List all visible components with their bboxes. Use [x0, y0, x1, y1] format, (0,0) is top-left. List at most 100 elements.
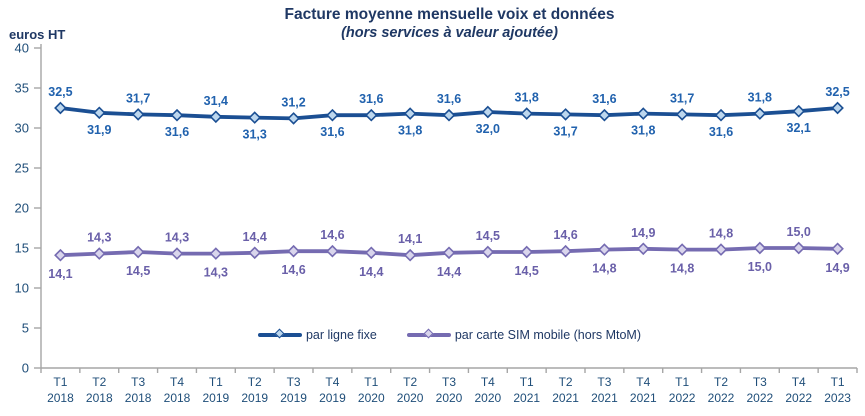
- x-tick-label-quarter: T4: [792, 375, 806, 389]
- fixed-line-value-label: 31,3: [243, 128, 267, 142]
- fixed-line-value-label: 32,1: [787, 121, 811, 135]
- x-tick-label-quarter: T1: [364, 375, 378, 389]
- x-tick-label-quarter: T1: [53, 375, 67, 389]
- fixed-line-marker: [209, 110, 223, 124]
- x-tick-label-quarter: T3: [597, 375, 611, 389]
- mobile-line-value-label: 14,4: [359, 265, 383, 279]
- y-tick-label: 5: [22, 321, 29, 336]
- x-tick-label-year: 2020: [358, 391, 385, 405]
- mobile-line-value-label: 14,9: [631, 226, 655, 240]
- fixed-line-marker: [598, 108, 611, 122]
- mobile-line-marker: [442, 246, 456, 260]
- fixed-line-marker: [753, 107, 767, 120]
- x-tick-label-quarter: T4: [170, 375, 184, 389]
- mobile-line-marker: [326, 244, 339, 258]
- x-tick-label-year: 2019: [241, 391, 268, 405]
- x-tick-label-year: 2022: [708, 391, 735, 405]
- mobile-line-marker: [792, 241, 806, 255]
- mobile-line-value-label: 14,9: [825, 261, 849, 275]
- chart-title: Facture moyenne mensuelle voix et donnée…: [284, 6, 615, 23]
- fixed-line-value-label: 31,6: [592, 92, 616, 106]
- x-tick-label-year: 2018: [86, 391, 113, 405]
- mobile-line-value-label: 14,6: [320, 228, 344, 242]
- fixed-line-value-label: 32,5: [48, 85, 72, 99]
- fixed-line-marker: [170, 108, 184, 122]
- mobile-line-value-label: 14,1: [48, 267, 72, 281]
- fixed-line-marker: [92, 106, 106, 120]
- mobile-line-value-label: 14,4: [437, 265, 461, 279]
- fixed-line-marker: [675, 108, 689, 121]
- fixed-line-value-label: 31,7: [553, 124, 577, 138]
- mobile-line-marker: [598, 243, 611, 256]
- x-tick-label-quarter: T2: [559, 375, 573, 389]
- mobile-line-marker: [209, 247, 223, 260]
- x-tick-label-year: 2018: [125, 391, 152, 405]
- x-tick-label-quarter: T3: [131, 375, 145, 389]
- fixed-line-value-label: 31,7: [670, 91, 694, 105]
- mobile-line-marker: [364, 246, 378, 260]
- chart-title-block: Facture moyenne mensuelle voix et donnée…: [41, 5, 858, 43]
- legend-label-sim-mobile: par carte SIM mobile (hors MtoM): [454, 328, 642, 342]
- x-tick-label-year: 2020: [436, 391, 463, 405]
- x-tick-label-quarter: T2: [403, 375, 417, 389]
- fixed-line-marker: [792, 104, 806, 118]
- mobile-line-value-label: 14,1: [398, 232, 422, 246]
- mobile-line-marker: [92, 247, 106, 260]
- diamond-marker-icon: [274, 328, 285, 339]
- fixed-line-value-label: 31,2: [281, 95, 305, 109]
- fixed-line-value-label: 32,0: [476, 122, 500, 136]
- x-tick-label-year: 2018: [47, 391, 74, 405]
- y-tick-label: 10: [15, 281, 29, 296]
- x-tick-label-quarter: T4: [636, 375, 650, 389]
- x-tick-label-year: 2022: [747, 391, 774, 405]
- fixed-line-value-label: 31,8: [748, 91, 772, 105]
- x-tick-label-year: 2019: [203, 391, 230, 405]
- mobile-line-marker: [131, 245, 145, 259]
- mobile-line-value-label: 14,6: [281, 263, 305, 277]
- fixed-line-value-label: 31,8: [631, 124, 655, 138]
- mobile-line-value-label: 14,4: [243, 230, 267, 244]
- mobile-line-value-label: 14,5: [476, 229, 500, 243]
- chart-subtitle: (hors services à valeur ajoutée): [341, 25, 558, 41]
- legend-item-sim-mobile[interactable]: par carte SIM mobile (hors MtoM): [406, 328, 642, 342]
- x-tick-label-year: 2022: [785, 391, 812, 405]
- x-tick-label-quarter: T1: [675, 375, 689, 389]
- fixed-line-value-label: 31,8: [515, 91, 539, 105]
- x-tick-label-quarter: T1: [831, 375, 845, 389]
- mobile-line-legend-marker-icon: [406, 328, 451, 339]
- x-tick-label-year: 2023: [824, 391, 851, 405]
- fixed-line-marker: [714, 108, 728, 122]
- fixed-line-value-label: 31,4: [204, 94, 228, 108]
- mobile-line-marker: [831, 242, 844, 256]
- x-tick-label-quarter: T4: [325, 375, 339, 389]
- fixed-line-value-label: 31,6: [437, 92, 461, 106]
- mobile-line-marker: [287, 244, 300, 258]
- mobile-line-marker: [248, 246, 262, 260]
- mobile-line-value-label: 14,8: [670, 262, 694, 276]
- x-tick-label-year: 2020: [397, 391, 424, 405]
- x-tick-label-quarter: T3: [753, 375, 767, 389]
- mobile-line-value-label: 14,3: [165, 231, 189, 245]
- chart-legend: par ligne fixe par carte SIM mobile (hor…: [41, 324, 858, 346]
- y-tick-label: 30: [15, 121, 29, 136]
- x-tick-label-year: 2020: [475, 391, 502, 405]
- fixed-line-marker: [131, 108, 145, 121]
- fixed-line-marker: [326, 108, 339, 122]
- x-tick-label-quarter: T2: [248, 375, 262, 389]
- fixed-line-value-label: 31,6: [320, 125, 344, 139]
- fixed-line-value-label: 31,9: [87, 123, 111, 137]
- fixed-line-value-label: 31,6: [709, 125, 733, 139]
- fixed-line-marker: [636, 107, 650, 120]
- x-tick-label-year: 2019: [319, 391, 346, 405]
- y-tick-label: 25: [15, 161, 29, 176]
- y-tick-label: 20: [15, 201, 29, 216]
- fixed-line-marker: [442, 108, 456, 122]
- legend-item-fixed-line[interactable]: par ligne fixe: [257, 328, 377, 342]
- mobile-line-value-label: 14,3: [204, 266, 228, 280]
- mobile-line-marker: [675, 243, 689, 256]
- mobile-line-value-label: 14,8: [592, 262, 616, 276]
- mobile-line-value-label: 15,0: [748, 260, 772, 274]
- x-tick-label-quarter: T2: [714, 375, 728, 389]
